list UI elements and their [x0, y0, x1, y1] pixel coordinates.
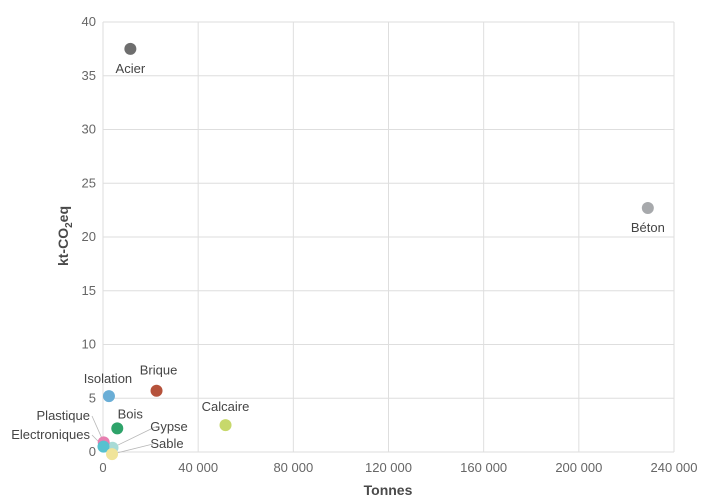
- x-axis-ticks: 0 40 000 80 000 120 000 160 000 200 000 240 00…: [99, 460, 697, 475]
- data-point-beton: [641, 201, 654, 214]
- x-tick-label: 120 000: [365, 460, 412, 475]
- point-label-beton: Béton: [631, 220, 665, 235]
- y-tick-label: 40: [82, 14, 96, 29]
- point-label-gypse: Gypse: [150, 419, 188, 434]
- y-tick-label: 10: [82, 337, 96, 352]
- x-axis-title: Tonnes: [364, 482, 413, 498]
- y-tick-label: 20: [82, 229, 96, 244]
- point-label-acier: Acier: [116, 61, 146, 76]
- y-tick-label: 0: [89, 444, 96, 459]
- y-axis-title: kt-CO2eq: [55, 206, 75, 266]
- data-point-acier: [124, 42, 137, 55]
- point-label-sable: Sable: [150, 436, 183, 451]
- data-point-sable: [106, 448, 119, 461]
- x-tick-label: 40 000: [178, 460, 218, 475]
- y-tick-label: 30: [82, 122, 96, 137]
- grid: [102, 21, 675, 453]
- y-axis-title-subscript: 2: [64, 222, 75, 228]
- point-label-bois: Bois: [118, 406, 144, 421]
- point-labels: Acier Béton Brique Isolation Calcaire Bois Gyp…: [11, 61, 665, 451]
- data-point-calcaire: [219, 419, 232, 432]
- y-axis-ticks: 0 5 10 15 20 25 30 35 40: [82, 14, 96, 459]
- point-label-electroniques: Electroniques: [11, 427, 90, 442]
- leader-line-sable: [111, 443, 154, 455]
- y-axis-title-main: kt-CO: [55, 228, 71, 266]
- y-tick-label: 35: [82, 68, 96, 83]
- x-tick-label: 0: [99, 460, 106, 475]
- point-label-plastique: Plastique: [37, 408, 90, 423]
- y-axis-title-unit: eq: [55, 206, 71, 222]
- y-tick-label: 5: [89, 390, 96, 405]
- x-tick-label: 80 000: [273, 460, 313, 475]
- y-tick-label: 15: [82, 283, 96, 298]
- data-point-bois: [111, 422, 124, 435]
- data-point-isolation: [102, 390, 115, 403]
- leader-line-gypse: [112, 426, 156, 449]
- point-label-calcaire: Calcaire: [202, 399, 250, 414]
- x-tick-label: 200 000: [555, 460, 602, 475]
- point-label-brique: Brique: [140, 363, 178, 378]
- y-tick-label: 25: [82, 175, 96, 190]
- data-point-electroniques: [97, 440, 110, 453]
- point-label-isolation: Isolation: [84, 371, 132, 386]
- x-tick-label: 160 000: [460, 460, 507, 475]
- data-point-brique: [150, 384, 163, 397]
- x-tick-label: 240 000: [651, 460, 698, 475]
- data-points: [97, 42, 654, 461]
